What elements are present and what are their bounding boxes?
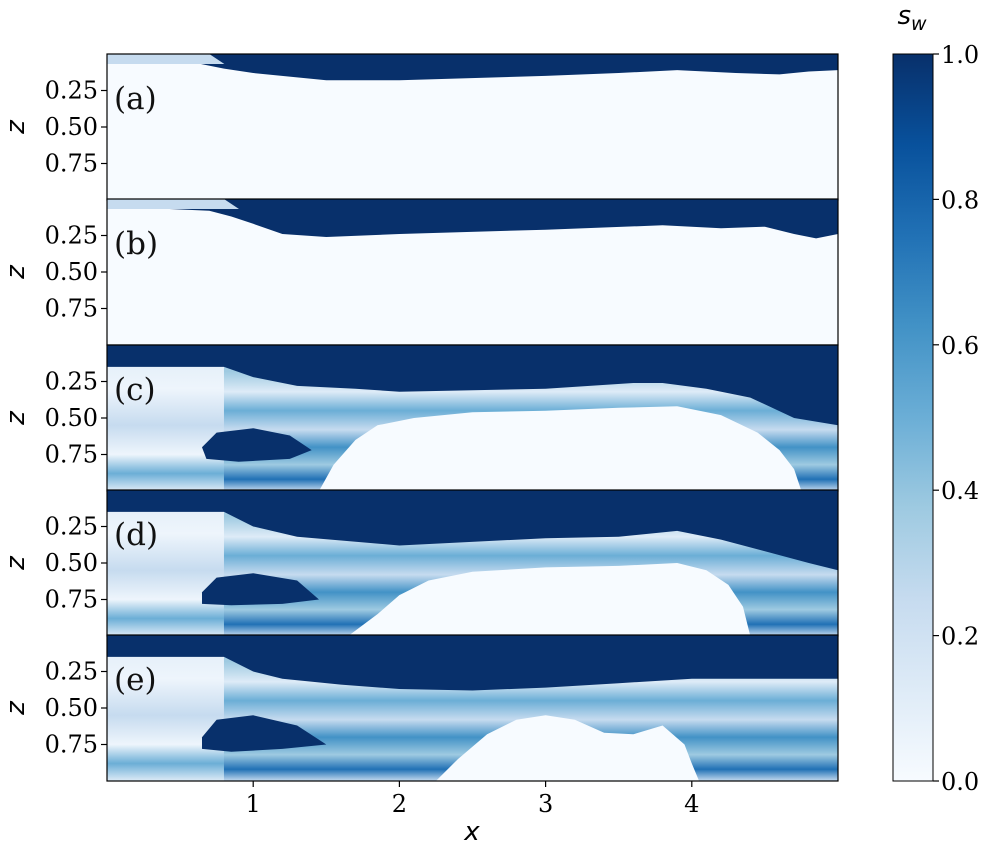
dark-lens xyxy=(202,573,319,606)
y-tick-label: 0.25 xyxy=(45,222,98,250)
x-tick-label: 2 xyxy=(392,790,407,818)
y-axis-label: z xyxy=(1,410,31,426)
y-tick-label: 0.50 xyxy=(45,694,98,722)
y-axis-label: z xyxy=(1,555,31,571)
colorbar-ticks: 0.0 0.2 0.4 0.6 0.8 1.0 xyxy=(933,41,979,796)
panel-e: (e) 0.25 0.50 0.75 z xyxy=(1,634,839,782)
y-tick-label: 0.75 xyxy=(45,295,98,323)
y-tick-label: 0.25 xyxy=(45,368,98,396)
panel-c: (c) 0.25 0.50 0.75 z xyxy=(1,344,839,492)
x-tick-label: 3 xyxy=(538,790,553,818)
panel-label: (d) xyxy=(114,517,158,553)
dark-lens xyxy=(202,715,327,752)
colorbar-tick-label: 1.0 xyxy=(941,41,979,69)
panel-field xyxy=(107,635,838,781)
colorbar-tick-label: 0.0 xyxy=(941,768,979,796)
panel-label: (b) xyxy=(114,226,158,262)
colorbar-tick-label: 0.4 xyxy=(941,477,979,505)
x-axis-label: x xyxy=(463,817,480,847)
panel-label: (c) xyxy=(114,372,156,408)
y-axis-label: z xyxy=(1,119,31,135)
y-tick-label: 0.75 xyxy=(45,731,98,759)
y-tick-label: 0.75 xyxy=(45,150,98,178)
panel-a: (a) 0.25 0.50 0.75 z xyxy=(1,53,839,201)
colorbar-gradient xyxy=(892,53,934,782)
colorbar: 0.0 0.2 0.4 0.6 0.8 1.0 sw xyxy=(892,1,979,796)
y-tick-label: 0.75 xyxy=(45,586,98,614)
colorbar-label-main: s xyxy=(897,1,911,31)
y-tick-label: 0.25 xyxy=(45,658,98,686)
y-tick-label: 0.50 xyxy=(45,258,98,286)
panels-layer: (a) 0.25 0.50 0.75 z (b) 0.25 0.50 0.75 z (c) 0.25 0… xyxy=(1,53,839,818)
top-left-patch xyxy=(107,54,225,64)
panel-label: (a) xyxy=(114,81,157,117)
left-zone xyxy=(107,345,224,491)
saturated-top-layer xyxy=(107,490,838,571)
colorbar-tick-label: 0.2 xyxy=(941,623,979,651)
saturated-top-layer xyxy=(107,635,838,691)
panel-field xyxy=(107,54,838,200)
colorbar-label-sub: w xyxy=(911,13,927,35)
colorbar-label: sw xyxy=(897,1,927,35)
panel-field xyxy=(107,199,838,345)
panel-b: (b) 0.25 0.50 0.75 z xyxy=(1,198,839,346)
field-base xyxy=(107,54,838,200)
left-zone xyxy=(107,635,224,781)
dark-lens xyxy=(202,428,312,462)
y-tick-label: 0.75 xyxy=(45,441,98,469)
panel-field xyxy=(107,490,838,636)
y-tick-label: 0.50 xyxy=(45,404,98,432)
top-left-patch xyxy=(107,199,239,209)
x-tick-label: 4 xyxy=(684,790,699,818)
saturated-top-layer xyxy=(107,199,838,239)
y-tick-label: 0.25 xyxy=(45,513,98,541)
saturated-top-layer xyxy=(107,345,838,426)
y-tick-label: 0.25 xyxy=(45,77,98,105)
y-axis-label: z xyxy=(1,700,31,716)
panel-d: (d) 0.25 0.50 0.75 z xyxy=(1,489,839,637)
y-axis-label: z xyxy=(1,264,31,280)
panel-field xyxy=(107,345,838,491)
colorbar-tick-label: 0.8 xyxy=(941,186,979,214)
left-zone xyxy=(107,490,224,636)
saturated-top-layer xyxy=(107,54,838,81)
y-tick-label: 0.50 xyxy=(45,113,98,141)
light-region xyxy=(435,715,700,781)
panel-label: (e) xyxy=(114,662,157,698)
colorbar-tick-label: 0.6 xyxy=(941,332,979,360)
light-region xyxy=(319,406,802,491)
y-tick-label: 0.50 xyxy=(45,549,98,577)
x-axis: 1 2 3 4 xyxy=(246,781,699,818)
x-tick-label: 1 xyxy=(246,790,261,818)
light-region xyxy=(348,563,751,636)
